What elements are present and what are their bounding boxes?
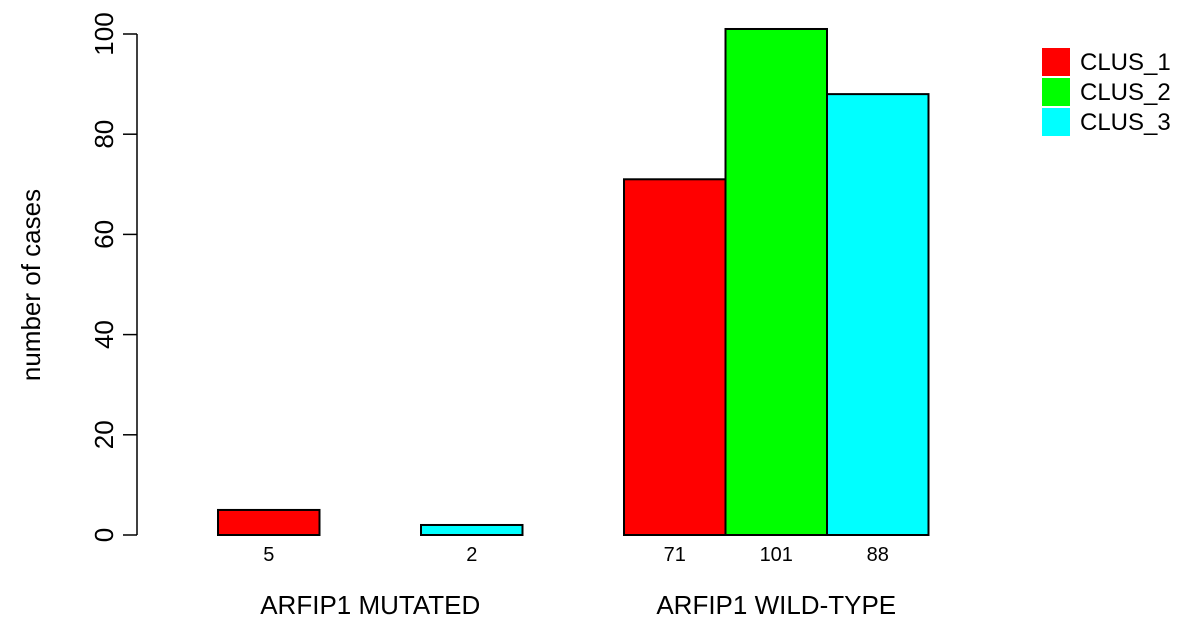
bar-value-label: 2: [466, 544, 477, 566]
y-axis-label: number of cases: [16, 189, 46, 381]
bar-value-label: 5: [263, 544, 274, 566]
y-tick-label: 20: [89, 420, 119, 449]
category-label: ARFIP1 WILD-TYPE: [656, 590, 896, 617]
legend-label: CLUS_1: [1080, 49, 1171, 76]
bar-value-label: 88: [867, 544, 889, 566]
bar-value-labels: 5 2 71 101 88: [263, 544, 889, 566]
category-label: ARFIP1 MUTATED: [260, 590, 480, 617]
bar-clus-3: [826, 93, 930, 537]
bar-clus-1: [623, 178, 727, 536]
legend-swatch: [1042, 78, 1070, 106]
y-tick-label: 0: [89, 528, 119, 542]
legend-label: CLUS_2: [1080, 79, 1171, 106]
bar-clus-1: [217, 508, 321, 537]
bar-value-label: 101: [760, 544, 793, 566]
bar-clus-2: [724, 27, 828, 537]
y-tick-label: 60: [89, 220, 119, 249]
bar-clus-3: [420, 523, 524, 536]
bars: [217, 27, 930, 537]
y-tick-label: 100: [89, 12, 119, 55]
bar-value-label: 71: [664, 544, 686, 566]
y-tick-label: 40: [89, 320, 119, 349]
legend: CLUS_1 CLUS_2 CLUS_3: [1042, 48, 1171, 136]
legend-label: CLUS_3: [1080, 109, 1171, 136]
category-labels: ARFIP1 MUTATED ARFIP1 WILD-TYPE: [260, 590, 896, 617]
y-axis: 0 20 40 60 80 100: [89, 12, 138, 542]
legend-swatch: [1042, 108, 1070, 136]
y-tick-label: 80: [89, 120, 119, 149]
legend-swatch: [1042, 48, 1070, 76]
